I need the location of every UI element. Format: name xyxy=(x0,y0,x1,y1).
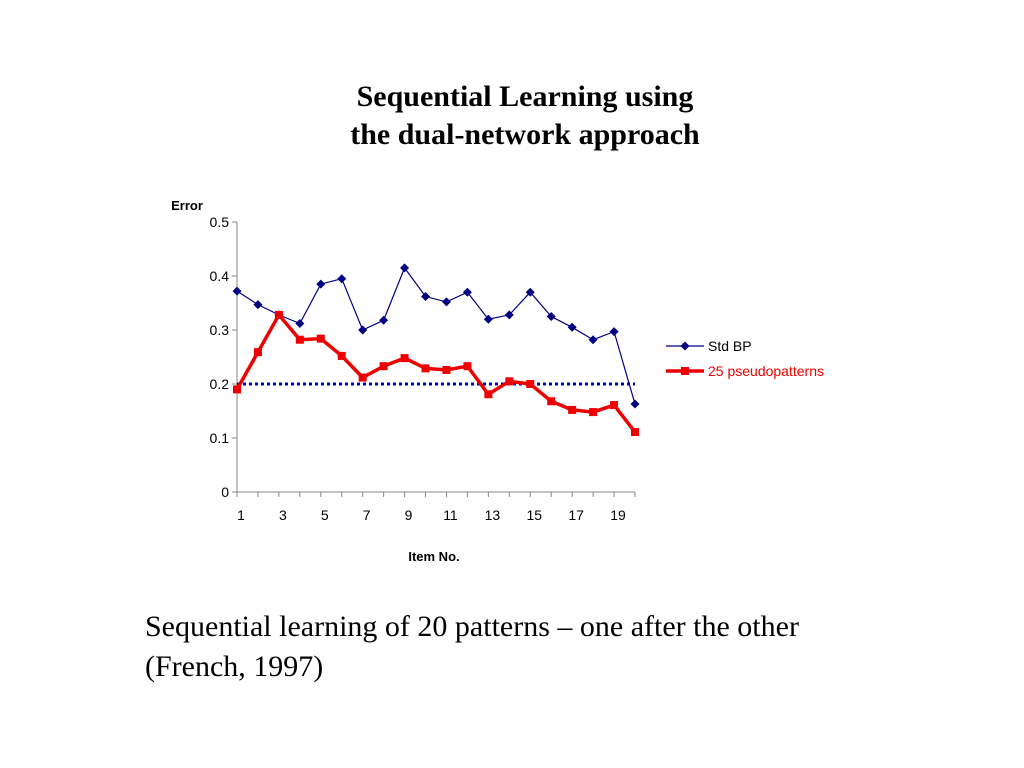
chart-axes: 00.10.20.30.40.51 3 5 7 9 11 13 15 17 19 xyxy=(210,214,636,523)
data-point-std-bp xyxy=(441,297,451,307)
caption-line-1: Sequential learning of 20 patterns – one… xyxy=(145,610,799,643)
data-point-25-pseudopatterns xyxy=(589,408,598,417)
y-tick-label: 0.5 xyxy=(210,214,230,230)
x-tick-label: 1 xyxy=(237,507,245,523)
data-point-25-pseudopatterns xyxy=(400,354,409,363)
x-tick-label: 7 xyxy=(363,507,371,523)
data-point-25-pseudopatterns xyxy=(337,351,346,360)
x-tick-label: 3 xyxy=(279,507,287,523)
x-axis-label: Item No. xyxy=(408,549,459,564)
data-point-25-pseudopatterns xyxy=(547,397,556,406)
x-tick-label: 19 xyxy=(610,507,626,523)
slide-caption: Sequential learning of 20 patterns – one… xyxy=(145,607,1005,687)
data-point-std-bp xyxy=(462,287,472,297)
data-point-std-bp xyxy=(253,300,263,310)
data-point-25-pseudopatterns xyxy=(274,310,283,319)
data-point-25-pseudopatterns xyxy=(610,401,619,410)
data-point-std-bp xyxy=(295,319,305,329)
data-point-std-bp xyxy=(504,310,514,320)
x-tick-label: 13 xyxy=(485,507,501,523)
data-point-25-pseudopatterns xyxy=(505,377,514,386)
legend-marker-std-bp xyxy=(680,341,690,351)
data-point-std-bp xyxy=(337,274,347,284)
slide-title: Sequential Learning using the dual-netwo… xyxy=(0,78,1024,154)
data-point-25-pseudopatterns xyxy=(295,335,304,344)
data-point-std-bp xyxy=(400,263,410,273)
data-point-std-bp xyxy=(630,399,640,409)
data-point-25-pseudopatterns xyxy=(526,380,535,388)
data-point-std-bp xyxy=(546,312,556,321)
x-tick-label: 11 xyxy=(443,507,458,523)
y-tick-label: 0.1 xyxy=(210,430,230,446)
x-tick-label: 5 xyxy=(321,507,329,523)
data-point-25-pseudopatterns xyxy=(631,428,639,437)
y-tick-label: 0.4 xyxy=(210,268,230,284)
y-axis-label: Error xyxy=(171,198,203,213)
data-point-std-bp xyxy=(358,325,368,335)
legend-label-std-bp: Std BP xyxy=(708,338,752,354)
data-point-std-bp xyxy=(421,292,431,302)
data-point-std-bp xyxy=(609,327,619,337)
data-point-25-pseudopatterns xyxy=(442,365,451,374)
data-point-25-pseudopatterns xyxy=(484,390,493,399)
legend-label-25-pseudopatterns: 25 pseudopatterns xyxy=(708,363,824,379)
data-point-25-pseudopatterns xyxy=(358,373,367,382)
x-tick-label: 15 xyxy=(526,507,542,523)
data-point-25-pseudopatterns xyxy=(568,405,577,414)
y-tick-label: 0 xyxy=(221,484,229,500)
chart-legend: Std BP 25 pseudopatterns xyxy=(666,338,824,379)
data-point-std-bp xyxy=(588,335,598,345)
series-line-std-bp xyxy=(236,266,636,405)
x-tick-label: 9 xyxy=(405,507,413,523)
data-point-std-bp xyxy=(379,315,389,325)
data-point-25-pseudopatterns xyxy=(379,362,388,371)
legend-marker-25-pseudopatterns xyxy=(681,367,689,375)
data-point-std-bp xyxy=(316,279,326,289)
data-point-std-bp xyxy=(232,286,242,296)
x-tick-label: 17 xyxy=(568,507,584,523)
title-line-2: the dual-network approach xyxy=(350,118,700,151)
title-line-1: Sequential Learning using xyxy=(356,80,694,113)
data-point-25-pseudopatterns xyxy=(421,364,430,373)
data-point-std-bp xyxy=(525,287,535,297)
data-point-25-pseudopatterns xyxy=(316,334,325,343)
data-point-std-bp xyxy=(483,314,493,324)
data-point-25-pseudopatterns xyxy=(233,385,241,394)
y-tick-label: 0.3 xyxy=(210,322,230,338)
data-point-25-pseudopatterns xyxy=(463,362,472,371)
series-line-25-pseudopatterns xyxy=(235,311,637,434)
data-point-std-bp xyxy=(567,322,577,332)
data-point-25-pseudopatterns xyxy=(253,348,262,357)
chart-series xyxy=(232,263,640,437)
y-tick-label: 0.2 xyxy=(210,376,230,392)
caption-line-2: (French, 1997) xyxy=(145,650,324,683)
